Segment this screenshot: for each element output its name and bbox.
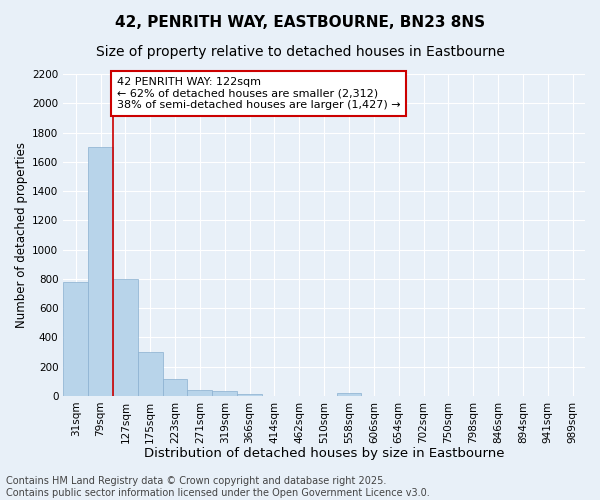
Text: 42 PENRITH WAY: 122sqm
← 62% of detached houses are smaller (2,312)
38% of semi-: 42 PENRITH WAY: 122sqm ← 62% of detached…: [116, 77, 400, 110]
Text: Contains HM Land Registry data © Crown copyright and database right 2025.
Contai: Contains HM Land Registry data © Crown c…: [6, 476, 430, 498]
Bar: [212, 392, 237, 396]
Bar: [63, 282, 88, 396]
Bar: [337, 393, 361, 396]
Text: Size of property relative to detached houses in Eastbourne: Size of property relative to detached ho…: [95, 45, 505, 59]
Bar: [113, 279, 138, 396]
Text: 42, PENRITH WAY, EASTBOURNE, BN23 8NS: 42, PENRITH WAY, EASTBOURNE, BN23 8NS: [115, 15, 485, 30]
Bar: [138, 352, 163, 396]
Bar: [88, 147, 113, 396]
Bar: [187, 390, 212, 396]
X-axis label: Distribution of detached houses by size in Eastbourne: Distribution of detached houses by size …: [144, 447, 505, 460]
Bar: [163, 379, 187, 396]
Y-axis label: Number of detached properties: Number of detached properties: [15, 142, 28, 328]
Bar: [237, 394, 262, 396]
